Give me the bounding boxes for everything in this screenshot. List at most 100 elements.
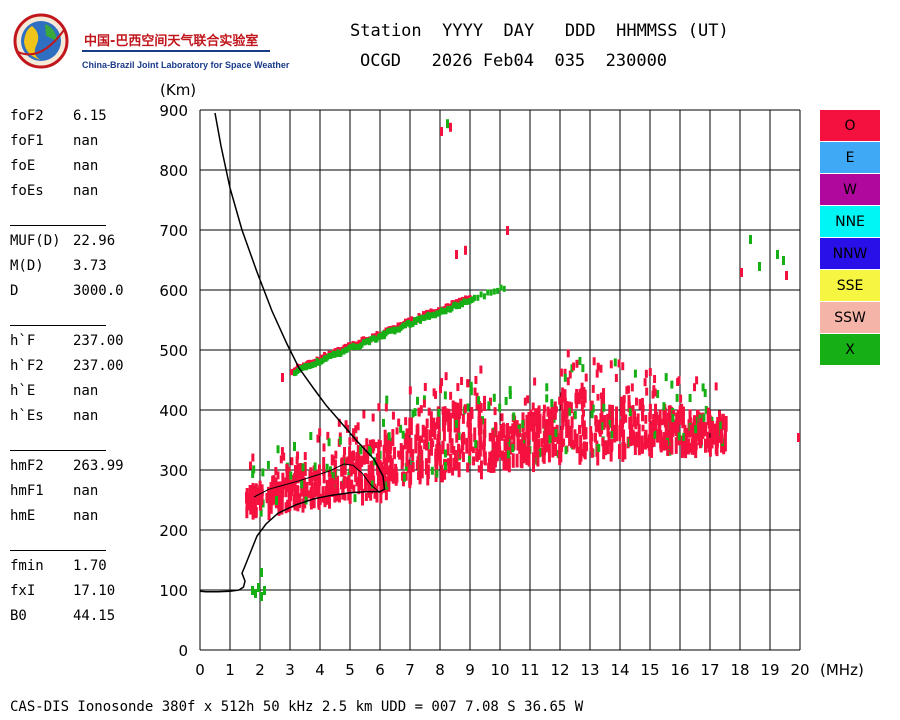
echo-spike-mark <box>701 383 705 392</box>
echo-spike-mark <box>408 386 412 395</box>
o-echo-mark <box>596 424 600 432</box>
x-echo-mark <box>399 424 403 433</box>
o-echo-mark <box>447 458 451 466</box>
echo-spike-mark <box>523 397 527 406</box>
o-echo-mark <box>455 433 459 443</box>
echo-spike-mark <box>338 436 342 445</box>
o-echo-mark <box>470 410 474 418</box>
x-echo-mark <box>443 462 447 471</box>
o-echo-mark <box>608 404 612 419</box>
o-echo-mark <box>382 444 386 465</box>
echo-spike-mark <box>633 369 637 378</box>
echo-spike-mark <box>261 468 265 477</box>
o-echo-mark <box>624 414 628 423</box>
o-echo-mark <box>662 407 666 425</box>
o-echo-mark <box>322 457 326 476</box>
x-echo-mark <box>454 419 458 428</box>
o-echo-mark <box>596 393 600 401</box>
o-echo-mark <box>433 422 437 431</box>
o-echo-mark <box>468 418 472 432</box>
o-echo-mark <box>446 443 450 456</box>
echo-spike-mark <box>662 402 666 411</box>
o-echo-mark <box>409 465 413 485</box>
o-echo-mark <box>699 420 703 438</box>
echo-spike-mark <box>678 405 682 414</box>
o-echo-mark <box>599 392 603 399</box>
o-echo-mark <box>340 458 344 477</box>
o-echo-mark <box>533 448 537 455</box>
o-echo-mark <box>527 411 531 429</box>
echo-spike-mark <box>252 465 256 474</box>
o-echo-mark <box>619 420 623 438</box>
o-echo-mark <box>674 425 678 436</box>
o-echo-mark <box>466 462 470 473</box>
x-tick-label: 9 <box>465 661 475 679</box>
o-echo-mark <box>462 433 466 445</box>
echo-spike-mark <box>290 457 294 466</box>
y-tick-label: 700 <box>159 222 188 240</box>
echo-spike-mark <box>479 365 483 374</box>
x-scatter-point <box>257 583 260 592</box>
o-echo-mark <box>615 406 619 426</box>
o-echo-mark <box>666 446 670 456</box>
echo-spike-mark <box>493 407 497 416</box>
echo-spike-mark <box>413 408 417 417</box>
echo-spike-mark <box>550 399 554 408</box>
o-echo-mark <box>483 401 487 411</box>
param-value: 3000.0 <box>73 283 124 299</box>
separator-line <box>10 325 106 326</box>
o-echo-mark <box>280 495 284 512</box>
echo-spike-mark <box>621 362 625 371</box>
o-echo-mark <box>511 423 515 433</box>
o-echo-mark <box>333 460 337 471</box>
o-echo-mark <box>349 461 353 477</box>
echo-spike-mark <box>280 447 284 456</box>
echo-spike-mark <box>626 385 630 394</box>
o-echo-mark <box>368 439 372 451</box>
echo-spike-mark <box>422 399 426 408</box>
x-echo-mark <box>313 462 317 471</box>
echo-spike-mark <box>318 428 322 437</box>
o-echo-mark <box>369 473 373 484</box>
echo-spike-mark <box>456 383 460 392</box>
param-value: nan <box>73 508 99 524</box>
o-echo-mark <box>477 419 481 436</box>
o-echo-mark <box>409 417 413 436</box>
echo-spike-mark <box>397 418 401 427</box>
o-echo-mark <box>376 471 380 486</box>
o-echo-mark <box>401 445 405 460</box>
echo-spike-mark <box>675 393 679 402</box>
echo-spike-mark <box>718 413 722 422</box>
param-value: nan <box>73 158 99 174</box>
o-echo-mark <box>606 443 610 455</box>
y-tick-label: 500 <box>159 342 188 360</box>
o-echo-mark <box>550 420 554 437</box>
o-echo-mark <box>511 453 515 468</box>
o-echo-mark <box>475 392 479 410</box>
echo-spike-mark <box>346 424 350 433</box>
echo-spike-mark <box>337 418 341 427</box>
y-tick-label: 600 <box>159 282 188 300</box>
o-echo-mark <box>380 462 384 479</box>
echo-spike-mark <box>537 405 541 414</box>
echo-spike-mark <box>703 388 707 397</box>
x-axis-label: (MHz) <box>820 661 864 679</box>
echo-spike-mark <box>334 450 338 459</box>
x-tick-label: 15 <box>640 661 659 679</box>
o-echo-mark <box>660 418 664 426</box>
o-echo-mark <box>575 433 579 454</box>
echo-spike-mark <box>385 395 389 404</box>
o-echo-mark <box>361 488 365 506</box>
x-echo-mark <box>506 450 510 459</box>
echo-spike-mark <box>599 364 603 373</box>
o-echo-mark <box>637 424 641 445</box>
x-scatter-point <box>263 586 266 595</box>
lab-logo: 中国-巴西空间天气联合实验室 China-Brazil Joint Labora… <box>12 12 289 70</box>
x-tick-label: 5 <box>345 661 355 679</box>
o-echo-mark <box>445 408 449 419</box>
o-echo-mark <box>387 469 391 488</box>
o-echo-mark <box>483 418 487 438</box>
o-echo-mark <box>309 487 313 494</box>
legend-item-ssw: SSW <box>820 302 880 333</box>
param-label: h`E <box>10 383 36 399</box>
